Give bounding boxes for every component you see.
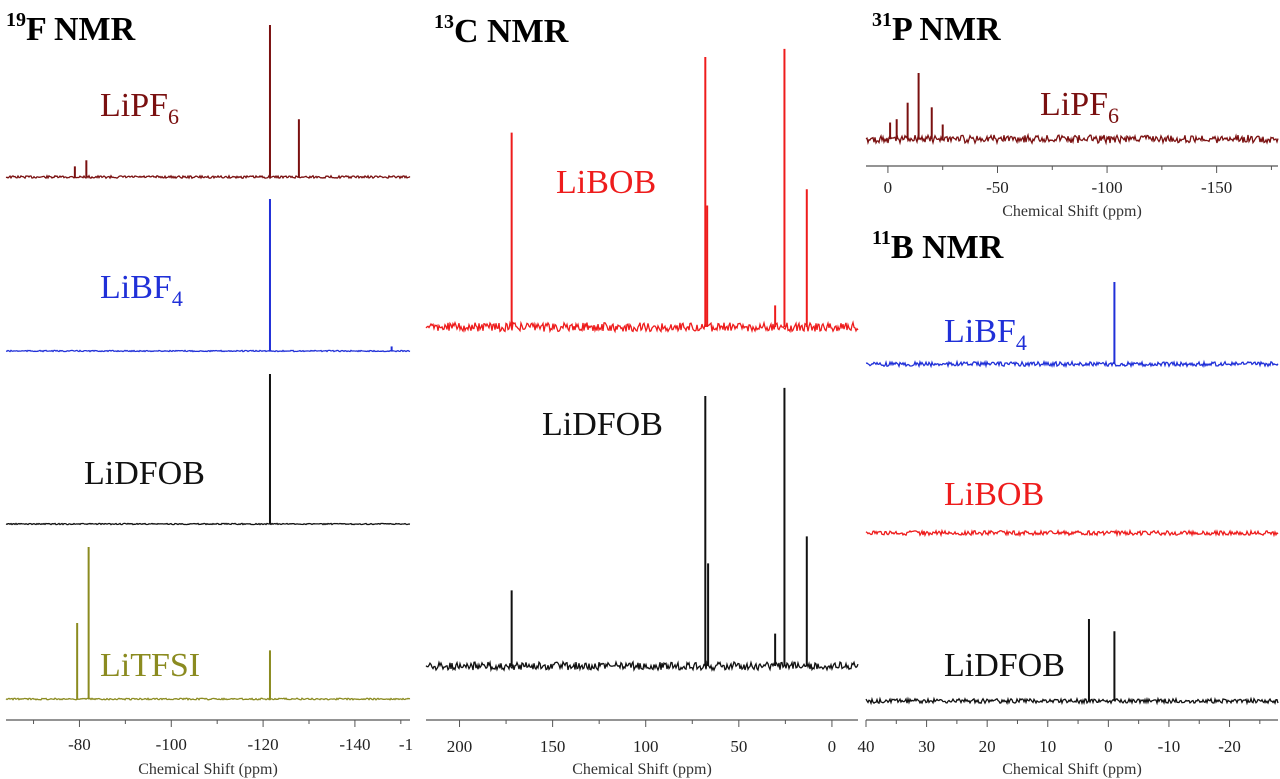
nmr-panel-19-f: 19F NMR LiPF6 LiBF4 LiDFOB LiTFSI -80 -100 -120… <box>5 9 413 778</box>
nmr-panel-31-p: 31P NMR LiPF6 0 -50 -100 -150 Chemical Shift (… <box>865 9 1279 220</box>
x-axis-label: Chemical Shift (ppm) <box>1002 203 1142 220</box>
spectrum-baseline <box>5 349 411 353</box>
series-label: LiTFSI <box>100 647 200 684</box>
nmr-panel-11-b: 11B NMR LiBF4 LiBOB LiDFOB 40 30 20 10 0 -10 -20 Ch… <box>858 227 1279 778</box>
series-label: LiBF4 <box>944 313 1027 355</box>
series-label-name: LiTFSI <box>100 647 200 684</box>
x-tick-label: 100 <box>633 737 659 756</box>
series-label-name: LiDFOB <box>944 647 1065 684</box>
series-label-name: LiDFOB <box>84 455 205 492</box>
x-tick-label: 50 <box>730 737 747 756</box>
series-label-name: LiBOB <box>944 476 1044 513</box>
series-label: LiPF6 <box>1040 86 1119 128</box>
x-tick-label: -1 <box>399 735 413 754</box>
x-axis-label: Chemical Shift (ppm) <box>138 761 278 778</box>
x-axis: -80 -100 -120 -140 -1 Chemical Shift (ppm) <box>6 719 413 778</box>
spectrum-baseline <box>865 696 1279 706</box>
series-label: LiBF4 <box>100 269 183 311</box>
x-axis-label: Chemical Shift (ppm) <box>1002 761 1142 778</box>
panel-title: 31P NMR <box>872 9 1001 48</box>
series-label-subscript: 4 <box>172 286 183 311</box>
series-label-name: LiBOB <box>556 164 656 201</box>
panel-title-nucleus: B NMR <box>891 229 1004 266</box>
spectrum-lipf6: LiPF6 <box>5 25 411 180</box>
spectrum-lidfob: LiDFOB <box>425 387 859 673</box>
series-label-name: LiPF <box>100 87 168 124</box>
spectrum-litfsi: LiTFSI <box>5 547 411 701</box>
spectrum-libob: LiBOB <box>425 48 859 334</box>
series-label: LiPF6 <box>100 87 179 129</box>
x-tick-label: 0 <box>828 737 837 756</box>
panel-title: 13C NMR <box>434 11 569 50</box>
spectrum-libf4: LiBF4 <box>865 282 1279 369</box>
x-tick-label: -10 <box>1158 737 1181 756</box>
x-axis-label: Chemical Shift (ppm) <box>572 761 712 778</box>
panel-title-sup: 13 <box>434 11 454 33</box>
series-label-name: LiBF <box>100 269 172 306</box>
spectrum-baseline <box>865 528 1279 538</box>
series-label-name: LiBF <box>944 313 1016 350</box>
spectrum-lidfob: LiDFOB <box>5 374 411 526</box>
panel-title: 19F NMR <box>6 9 136 48</box>
x-axis: 40 30 20 10 0 -10 -20 Chemical Shift (ppm) <box>858 719 1278 778</box>
x-tick-label: 200 <box>447 737 473 756</box>
series-label: LiBOB <box>944 476 1044 513</box>
x-tick-label: 30 <box>918 737 935 756</box>
spectrum-libob: LiBOB <box>865 476 1279 538</box>
x-tick-label: -150 <box>1201 178 1232 197</box>
series-label: LiBOB <box>556 164 656 201</box>
series-label: LiDFOB <box>944 647 1065 684</box>
spectrum-baseline <box>865 132 1279 146</box>
spectrum-baseline <box>5 174 411 180</box>
x-tick-label: 40 <box>858 737 875 756</box>
series-label-subscript: 6 <box>1108 103 1119 128</box>
x-tick-label: -100 <box>1091 178 1122 197</box>
spectrum-baseline <box>865 359 1279 369</box>
x-tick-label: -50 <box>986 178 1009 197</box>
x-tick-label: -120 <box>248 735 279 754</box>
x-tick-label: 150 <box>540 737 566 756</box>
x-tick-label: 10 <box>1039 737 1056 756</box>
panel-title-sup: 31 <box>872 9 892 31</box>
panel-title: 11B NMR <box>872 227 1004 266</box>
series-label: LiDFOB <box>84 455 205 492</box>
panel-title-sup: 11 <box>872 227 891 249</box>
panel-title-nucleus: F NMR <box>26 11 136 48</box>
x-tick-label: 0 <box>884 178 893 197</box>
spectrum-baseline <box>5 522 411 526</box>
series-label-subscript: 6 <box>168 104 179 129</box>
x-axis: 200 150 100 50 0 Chemical Shift (ppm) <box>426 719 858 778</box>
series-label-subscript: 4 <box>1016 330 1027 355</box>
x-tick-label: -140 <box>339 735 370 754</box>
spectrum-baseline <box>425 659 859 673</box>
spectrum-baseline <box>425 320 859 334</box>
x-tick-label: 20 <box>979 737 996 756</box>
spectrum-lidfob: LiDFOB <box>865 619 1279 706</box>
x-tick-label: 0 <box>1104 737 1113 756</box>
series-label: LiDFOB <box>542 406 663 443</box>
x-tick-label: -20 <box>1218 737 1241 756</box>
x-tick-label: -80 <box>68 735 91 754</box>
panel-title-sup: 19 <box>6 9 26 31</box>
x-tick-label: -100 <box>156 735 187 754</box>
series-label-name: LiDFOB <box>542 406 663 443</box>
x-axis: 0 -50 -100 -150 Chemical Shift (ppm) <box>866 165 1278 220</box>
series-label-name: LiPF <box>1040 86 1108 123</box>
panel-title-nucleus: C NMR <box>454 13 569 50</box>
spectrum-lipf6: LiPF6 <box>865 73 1279 146</box>
spectrum-libf4: LiBF4 <box>5 199 411 353</box>
panel-title-nucleus: P NMR <box>892 11 1001 48</box>
nmr-panel-13-c: 13C NMR LiBOB LiDFOB 200 150 100 50 0 Chemical S… <box>425 11 859 778</box>
spectrum-baseline <box>5 697 411 701</box>
